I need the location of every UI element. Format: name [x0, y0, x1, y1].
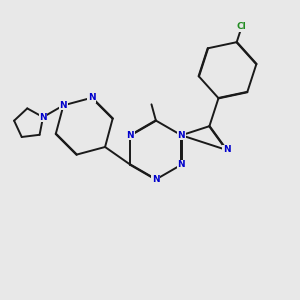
Text: N: N	[152, 175, 160, 184]
Text: N: N	[39, 112, 47, 122]
Text: N: N	[178, 131, 185, 140]
Text: N: N	[178, 160, 185, 169]
Text: N: N	[88, 93, 96, 102]
Text: N: N	[60, 101, 67, 110]
Text: N: N	[223, 146, 230, 154]
Text: Cl: Cl	[237, 22, 247, 31]
Text: N: N	[127, 131, 134, 140]
